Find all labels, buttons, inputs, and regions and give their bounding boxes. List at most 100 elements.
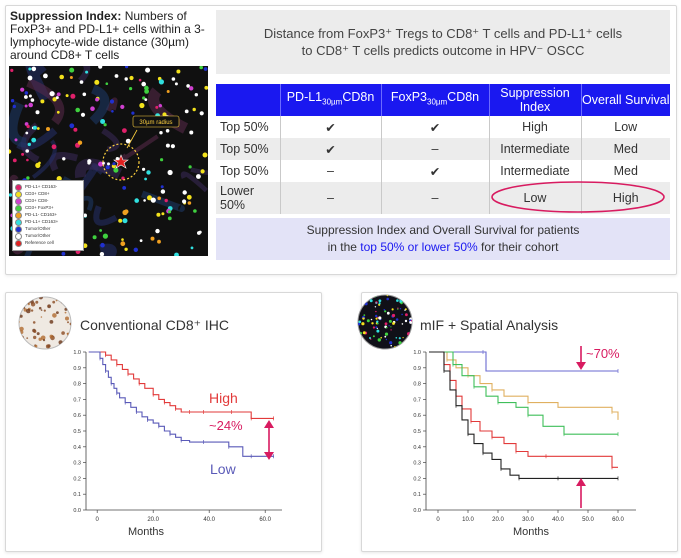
- legend-label: PD-L1+ CD163+: [25, 219, 59, 225]
- cell-pdl1: ✔: [279, 116, 381, 138]
- x-tick-label: 40.0: [203, 517, 215, 523]
- survival-curve-series-2: [429, 351, 618, 435]
- cell-pdl1: ✔: [279, 138, 381, 160]
- legend-swatch: [15, 233, 22, 240]
- legend-swatch: [15, 219, 22, 226]
- legend-label: Tumor/Other: [25, 233, 51, 239]
- cell-foxp3: ✔: [380, 160, 489, 182]
- survival-curve-series-1: [429, 351, 619, 420]
- table-row: Top 50% ✔ – Intermediate Med: [216, 138, 670, 160]
- header-group: [216, 84, 280, 116]
- legend-item: Tumor/Other: [15, 233, 81, 240]
- cell-markers: [9, 66, 208, 256]
- y-tick-label: 0.9: [73, 366, 81, 372]
- y-tick-label: 0.7: [413, 397, 421, 403]
- header-line-1: Distance from FoxP3⁺ Tregs to CD8⁺ T cel…: [263, 26, 623, 41]
- legend-item: Tumor/Other: [15, 226, 81, 233]
- legend-swatch: [15, 184, 22, 191]
- ihc-chart-title: Conventional CD8⁺ IHC: [80, 317, 230, 333]
- footer-line-1: Suppression Index and Overall Survival f…: [306, 223, 580, 237]
- mif-chart-title: mIF + Spatial Analysis: [420, 317, 559, 333]
- x-tick-label: 10.0: [462, 517, 474, 523]
- legend-item: Reference cell: [15, 240, 81, 247]
- legend-label: CD3+ CD8-: [25, 198, 49, 204]
- cell-overall-survival: High: [580, 182, 670, 214]
- x-tick-label: 50.0: [582, 517, 594, 523]
- y-tick-label: 0.6: [413, 413, 421, 419]
- x-tick-label: 0: [436, 517, 440, 523]
- cell-pdl1: –: [279, 160, 381, 182]
- y-tick-label: 0.6: [73, 413, 81, 419]
- table-row: Top 50% ✔ ✔ High Low: [216, 116, 670, 138]
- findings-header: Distance from FoxP3⁺ Tregs to CD8⁺ T cel…: [216, 10, 670, 74]
- x-tick-label: 20.0: [492, 517, 504, 523]
- survival-curve-low: [88, 351, 274, 457]
- chart-axes: 1.0 0.9 0.8 0.7 0.6 0.5 0.4 0.3 0.2 0.1 0.0 0 20.0 40…: [73, 350, 282, 523]
- y-tick-label: 0.4: [413, 445, 421, 451]
- mif-survival-chart: 1.0 0.9 0.8 0.7 0.6 0.5 0.4 0.3 0.2 0.1 0.0 0 10.0 20…: [413, 350, 636, 538]
- y-tick-label: 0.7: [73, 397, 81, 403]
- legend-label: PD-L1- CD163+: [25, 212, 58, 218]
- cell-overall-survival: Med: [580, 138, 670, 160]
- cell-suppression-index: Intermediate: [488, 160, 581, 182]
- legend-item: PD-L1+ CD163+: [15, 219, 81, 226]
- cell-foxp3: –: [380, 182, 489, 214]
- legend-item: PD-L1+ CD163-: [15, 184, 81, 191]
- header-foxp3: FoxP330µmCD8n: [380, 84, 489, 116]
- table-row: Lower 50% – – Low High: [216, 182, 670, 214]
- high-annotation: High: [209, 390, 238, 406]
- chart-axes: 1.0 0.9 0.8 0.7 0.6 0.5 0.4 0.3 0.2 0.1 0.0 0 10.0 20…: [413, 350, 636, 523]
- legend-item: CD3+ CD8-: [15, 198, 81, 205]
- mif-down-arrow: [576, 346, 586, 370]
- cell-overall-survival: Med: [580, 160, 670, 182]
- y-tick-label: 0.8: [413, 382, 421, 388]
- y-tick-label: 0.1: [413, 492, 421, 498]
- legend-swatch: [15, 205, 22, 212]
- microscopy-legend: PD-L1+ CD163- CD3+ CD8+ CD3+ CD8- CD3+ FoxP…: [12, 180, 84, 251]
- mif-up-arrow: [576, 478, 586, 508]
- y-tick-label: 0.4: [73, 445, 81, 451]
- x-axis-label: Months: [513, 526, 550, 538]
- highlight-ellipse: [491, 181, 665, 213]
- legend-swatch: [15, 240, 22, 247]
- y-tick-label: 1.0: [73, 350, 81, 356]
- cell-group: Top 50%: [220, 164, 269, 178]
- y-tick-label: 0.2: [73, 476, 81, 482]
- mif-delta-annotation: ~70%: [586, 346, 620, 361]
- y-tick-label: 0.0: [73, 508, 81, 514]
- cell-pdl1: –: [279, 182, 381, 214]
- ihc-delta-arrow: [264, 420, 274, 460]
- header-suppression-index: Suppression Index: [488, 84, 581, 116]
- x-tick-label: 40.0: [552, 517, 564, 523]
- legend-label: Tumor/Other: [25, 226, 51, 232]
- y-tick-label: 0.5: [73, 429, 81, 435]
- survival-curve-series-3: [429, 351, 618, 468]
- cell-suppression-index: Low: [488, 182, 581, 214]
- cell-group: Lower 50%: [216, 182, 280, 214]
- mif-thumbnail: [357, 294, 413, 350]
- ihc-survival-chart: 1.0 0.9 0.8 0.7 0.6 0.5 0.4 0.3 0.2 0.1 0.0 0 20.0 40…: [73, 350, 282, 538]
- y-tick-label: 0.3: [73, 461, 81, 467]
- cell-foxp3: ✔: [380, 116, 489, 138]
- y-tick-label: 0.1: [73, 492, 81, 498]
- legend-label: CD3+ FoxP3+: [25, 205, 54, 211]
- header-pdl1: PD-L130µmCD8n: [279, 84, 381, 116]
- cell-suppression-index: High: [488, 116, 581, 138]
- cell-group: Top 50%: [216, 138, 280, 160]
- legend-item: CD3+ CD8+: [15, 191, 81, 198]
- legend-swatch: [15, 191, 22, 198]
- radius-circle: [102, 143, 140, 181]
- cell-suppression-index: Intermediate: [488, 138, 581, 160]
- legend-label: PD-L1+ CD163-: [25, 184, 58, 190]
- ihc-thumbnail: [18, 296, 72, 350]
- y-tick-label: 0.0: [413, 508, 421, 514]
- y-tick-label: 0.8: [73, 382, 81, 388]
- header-overall-survival: Overall Survival: [580, 84, 670, 116]
- survival-curve-high: [88, 351, 274, 419]
- y-tick-label: 0.9: [413, 366, 421, 372]
- mif-card: [361, 292, 678, 552]
- reference-cell-icon: [113, 154, 129, 169]
- x-tick-label: 0: [96, 517, 100, 523]
- x-tick-label: 60.0: [259, 517, 271, 523]
- legend-label: CD3+ CD8+: [25, 191, 50, 197]
